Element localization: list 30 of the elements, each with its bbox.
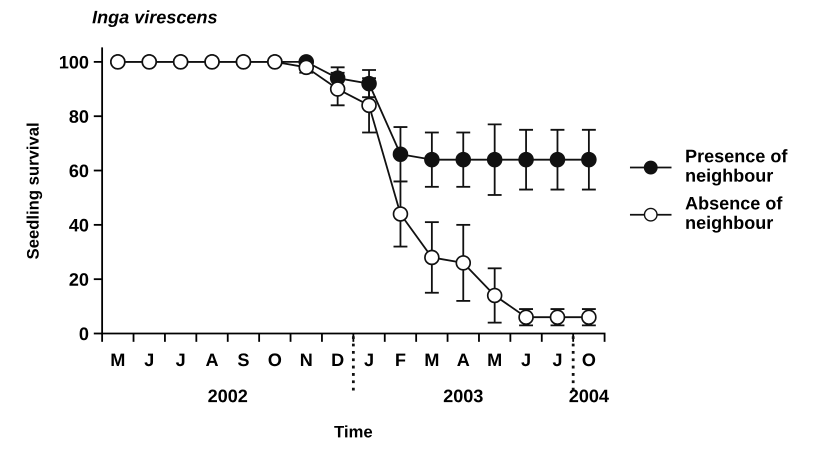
x-tick-label: J bbox=[176, 354, 184, 366]
legend-label: Presence of neighbour bbox=[686, 149, 788, 186]
y-tick-label: 0 bbox=[80, 327, 88, 340]
x-tick-label: O bbox=[582, 353, 596, 366]
x-tick-label: M bbox=[488, 354, 501, 366]
x-tick-label: A bbox=[206, 354, 218, 366]
y-tick-label: 20 bbox=[69, 273, 88, 286]
y-tick-label: 100 bbox=[60, 56, 88, 69]
y-axis-title: Seedling survival bbox=[26, 124, 42, 259]
x-axis-title: Time bbox=[334, 425, 372, 438]
x-tick-label: A bbox=[457, 354, 470, 366]
y-tick-label: 80 bbox=[69, 110, 88, 123]
chart-title: Inga virescens bbox=[92, 10, 217, 28]
x-tick-label: F bbox=[396, 354, 406, 366]
x-tick-label: M bbox=[112, 354, 124, 366]
x-tick-label: J bbox=[364, 354, 373, 366]
x-tick-label: D bbox=[332, 354, 344, 366]
x-tick-label: S bbox=[238, 353, 249, 366]
x-tick-label: J bbox=[521, 354, 530, 366]
x-tick-label: J bbox=[144, 354, 154, 366]
x-tick-label: O bbox=[268, 353, 282, 366]
y-tick-label: 60 bbox=[70, 164, 88, 178]
text: 2004 bbox=[569, 390, 609, 402]
x-tick-label: M bbox=[426, 354, 438, 366]
x-tick-label: N bbox=[300, 354, 312, 366]
y-tick-label: 40 bbox=[69, 218, 88, 232]
legend-label: Absence of neighbour bbox=[685, 196, 782, 233]
text: 2002 bbox=[208, 390, 248, 402]
text: 2003 bbox=[444, 390, 483, 402]
x-tick-label: J bbox=[552, 354, 562, 366]
